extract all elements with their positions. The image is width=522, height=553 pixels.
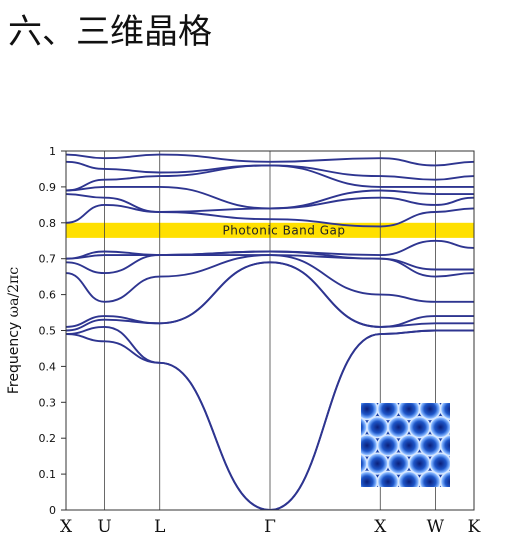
y-tick-label: 0.4 bbox=[39, 360, 57, 373]
y-tick-label: 0.1 bbox=[39, 468, 57, 481]
y-axis-label-main: Frequency bbox=[6, 317, 22, 394]
y-tick-label: 0.7 bbox=[39, 253, 57, 266]
y-axis-label: Frequency ωa/2πc bbox=[6, 267, 22, 394]
y-tick-label: 0.3 bbox=[39, 396, 57, 409]
y-tick-label: 1 bbox=[49, 145, 56, 158]
x-tick-label: W bbox=[427, 517, 445, 537]
x-tick-label: X bbox=[374, 517, 387, 537]
band-line bbox=[66, 160, 474, 181]
x-tick-label: Γ bbox=[264, 517, 276, 537]
x-tick-label: L bbox=[154, 517, 165, 537]
inverse-opal-crystal-image bbox=[361, 403, 450, 487]
x-tick-label: X bbox=[60, 517, 73, 537]
band-line bbox=[66, 203, 474, 228]
y-axis-label-unit: ωa/2πc bbox=[6, 267, 22, 318]
band-gap-label: Photonic Band Gap bbox=[223, 223, 346, 237]
band-line bbox=[66, 185, 474, 210]
y-tick-label: 0.6 bbox=[39, 289, 57, 302]
y-tick-label: 0.5 bbox=[39, 325, 57, 338]
band-line bbox=[66, 254, 474, 278]
x-tick-label: K bbox=[468, 517, 481, 537]
y-tick-label: 0.9 bbox=[39, 181, 57, 194]
x-tick-label: U bbox=[97, 517, 111, 537]
band-line bbox=[66, 261, 474, 328]
y-tick-label: 0.2 bbox=[39, 432, 57, 445]
y-tick-label: 0 bbox=[49, 504, 56, 517]
band-line bbox=[66, 153, 474, 167]
band-line bbox=[66, 239, 474, 260]
slide-title: 六、三维晶格 bbox=[8, 12, 212, 52]
y-tick-label: 0.8 bbox=[39, 217, 57, 230]
